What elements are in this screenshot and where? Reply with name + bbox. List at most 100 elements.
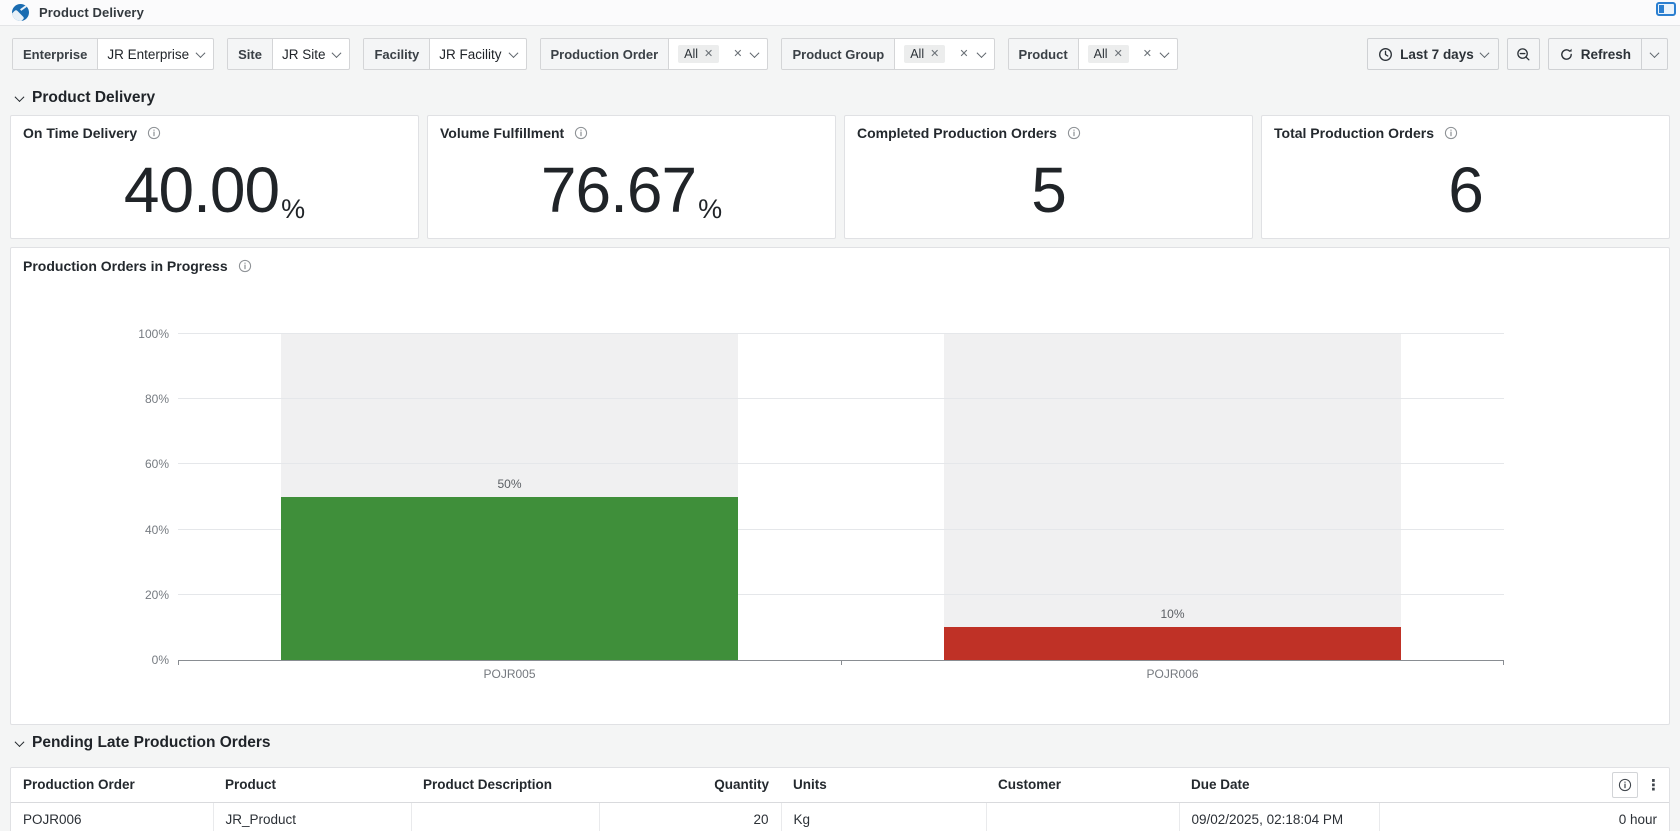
section-pending-late-production-orders[interactable]: Pending Late Production Orders <box>10 725 1670 760</box>
col-quantity[interactable]: Quantity <box>599 768 781 803</box>
gridline <box>178 463 1504 465</box>
filter-facility[interactable]: Facility JR Facility <box>363 38 527 70</box>
bar-pojr006[interactable] <box>943 627 1402 660</box>
kpi-on-time-delivery: On Time Delivery 40.00 % <box>10 115 419 239</box>
cell-delay: 0 hour <box>1378 802 1669 831</box>
filter-enterprise-select[interactable]: JR Enterprise <box>98 39 213 69</box>
kpi-value: 5 <box>845 150 1252 230</box>
refresh-interval-dropdown[interactable] <box>1642 38 1668 70</box>
section-product-delivery[interactable]: Product Delivery <box>10 80 1670 115</box>
clear-filter-icon[interactable]: ✕ <box>733 47 743 60</box>
chip-label: All <box>910 47 925 61</box>
filter-product[interactable]: Product All ✕ ✕ <box>1007 38 1179 70</box>
pending-orders-table: Production Order Product Product Descrip… <box>11 768 1669 831</box>
bar-group-pojr006[interactable]: 10% POJR006 <box>841 334 1504 681</box>
filter-product-group-select[interactable]: All ✕ ✕ <box>895 39 993 69</box>
selected-value-chip[interactable]: All ✕ <box>678 45 720 63</box>
x-axis-tick <box>178 660 179 665</box>
col-production-order[interactable]: Production Order <box>11 768 213 803</box>
table-info-button[interactable] <box>1612 772 1638 798</box>
kpi-number: 76.67 <box>540 154 697 226</box>
bar-group-pojr005[interactable]: 50% POJR005 <box>178 334 841 681</box>
col-units[interactable]: Units <box>781 768 986 803</box>
zoom-out-icon <box>1516 47 1530 60</box>
filter-site[interactable]: Site JR Site <box>227 38 351 70</box>
kpi-value: 40.00 % <box>11 150 418 230</box>
col-product[interactable]: Product <box>213 768 411 803</box>
filter-toolbar: Enterprise JR Enterprise Site JR Site Fa… <box>0 26 1680 80</box>
filter-list: Enterprise JR Enterprise Site JR Site Fa… <box>12 38 1179 70</box>
table-menu-icon[interactable]: ⋮ <box>1646 777 1661 794</box>
zoom-out-time-button[interactable] <box>1506 38 1540 70</box>
y-axis-label: 40% <box>144 522 169 537</box>
clear-filter-icon[interactable]: ✕ <box>959 47 969 60</box>
info-icon[interactable] <box>238 259 252 273</box>
section-title: Pending Late Production Orders <box>32 734 271 751</box>
chevron-down-icon[interactable] <box>750 47 760 58</box>
info-icon[interactable] <box>574 126 588 140</box>
filter-product-select[interactable]: All ✕ ✕ <box>1079 39 1177 69</box>
time-range-picker[interactable]: Last 7 days <box>1367 38 1499 70</box>
time-range-label: Last 7 days <box>1400 46 1474 62</box>
clear-filter-icon[interactable]: ✕ <box>1142 47 1153 60</box>
col-product-description[interactable]: Product Description <box>411 768 599 803</box>
bar-chart-plot: 100% 80% 60% 40% 20% 0% 50% POJR005 10% … <box>138 327 1504 681</box>
chevron-down-icon[interactable] <box>332 47 342 58</box>
remove-chip-icon[interactable]: ✕ <box>1113 47 1123 60</box>
info-icon[interactable] <box>1444 126 1458 140</box>
info-icon[interactable] <box>147 126 161 140</box>
col-customer[interactable]: Customer <box>986 768 1179 803</box>
kpi-row: On Time Delivery 40.00 % Volume Fulfillm… <box>10 115 1670 239</box>
cell-product-description <box>410 802 599 831</box>
y-axis-label: 20% <box>144 587 169 602</box>
bar-value-label: 50% <box>497 477 522 491</box>
y-axis-label: 60% <box>144 457 169 472</box>
filter-facility-value: JR Facility <box>439 46 502 62</box>
kpi-title: Volume Fulfillment <box>440 125 565 141</box>
y-axis-label: 100% <box>138 327 169 341</box>
collapse-chevron-icon[interactable] <box>14 91 25 102</box>
chart-title: Production Orders in Progress <box>23 258 228 274</box>
filter-facility-label: Facility <box>364 39 431 69</box>
table-row[interactable]: POJR006 JR_Product 20 Kg 09/02/2025, 02:… <box>11 802 1669 831</box>
refresh-label: Refresh <box>1580 46 1631 62</box>
x-axis-tick <box>841 660 842 665</box>
kpi-completed-production-orders: Completed Production Orders 5 <box>844 115 1253 239</box>
kpi-unit: % <box>281 194 306 224</box>
chevron-down-icon[interactable] <box>508 47 518 58</box>
collapse-chevron-icon[interactable] <box>14 736 25 747</box>
filter-production-order-select[interactable]: All ✕ ✕ <box>669 39 767 69</box>
col-due-date[interactable]: Due Date <box>1179 768 1379 803</box>
section-title: Product Delivery <box>32 89 156 106</box>
filter-product-group-label: Product Group <box>782 39 896 69</box>
selected-value-chip[interactable]: All ✕ <box>1087 45 1129 63</box>
filter-site-value: JR Site <box>281 46 326 62</box>
filter-facility-select[interactable]: JR Facility <box>430 39 525 69</box>
filter-site-select[interactable]: JR Site <box>273 39 350 69</box>
kpi-number: 6 <box>1448 154 1484 226</box>
chevron-down-icon <box>1649 47 1660 58</box>
filter-production-order[interactable]: Production Order All ✕ ✕ <box>539 38 769 70</box>
selected-value-chip[interactable]: All ✕ <box>904 45 946 63</box>
filter-product-group[interactable]: Product Group All ✕ ✕ <box>781 38 995 70</box>
info-icon[interactable] <box>1067 126 1081 140</box>
remove-chip-icon[interactable]: ✕ <box>930 47 940 60</box>
cell-due-date: 09/02/2025, 02:18:04 PM <box>1178 802 1379 831</box>
filter-enterprise[interactable]: Enterprise JR Enterprise <box>12 38 215 70</box>
gridline <box>178 333 1504 334</box>
toolbar-actions: Last 7 days Refresh <box>1367 38 1668 70</box>
filter-production-order-label: Production Order <box>540 39 670 69</box>
refresh-button[interactable]: Refresh <box>1547 38 1642 70</box>
chevron-down-icon <box>1479 47 1490 58</box>
filter-site-label: Site <box>228 39 273 69</box>
cell-production-order: POJR006 <box>23 811 82 827</box>
chevron-down-icon[interactable] <box>195 47 206 58</box>
info-icon <box>1618 778 1632 792</box>
remove-chip-icon[interactable]: ✕ <box>704 47 714 60</box>
browser-widget-icon[interactable] <box>1656 2 1676 16</box>
chevron-down-icon[interactable] <box>1159 47 1170 58</box>
bar-pojr005[interactable] <box>280 497 739 660</box>
filter-enterprise-value: JR Enterprise <box>107 46 190 62</box>
gridline <box>178 593 1504 595</box>
chevron-down-icon[interactable] <box>976 47 986 58</box>
